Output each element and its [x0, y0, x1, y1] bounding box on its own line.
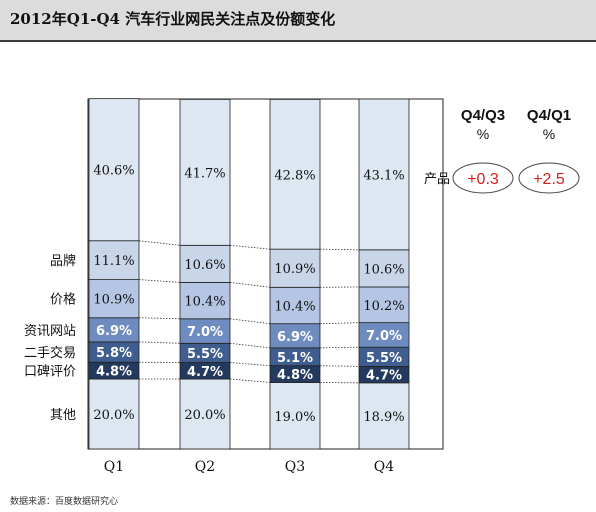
connector-line: [138, 240, 181, 246]
change-row-label: 产品: [424, 172, 450, 187]
row-label-3: 二手交易: [24, 345, 76, 361]
bar-segment-5-4: [358, 286, 410, 324]
bar-segment-7-2: [179, 98, 231, 246]
data-label-3-2: 5.5%: [187, 347, 223, 362]
data-label-6-2: 10.6%: [184, 258, 225, 273]
bar-segment-4-2: [179, 318, 231, 344]
title-bar: 2012年Q1-Q4 汽车行业网民关注点及份额变化: [0, 0, 596, 40]
data-label-4-2: 7.0%: [187, 325, 223, 340]
bar-segment-4-4: [358, 322, 410, 348]
data-label-5-4: 10.2%: [363, 299, 404, 314]
data-label-7-1: 40.6%: [93, 164, 134, 179]
change-header-1: Q4/Q3: [461, 107, 505, 124]
data-label-5-3: 10.4%: [274, 300, 315, 315]
connector-line: [138, 279, 181, 283]
change-value-2: +2.5: [533, 171, 565, 188]
row-label-1: 其他: [50, 408, 76, 423]
data-label-6-4: 10.6%: [363, 262, 404, 277]
change-header-2: Q4/Q1: [527, 107, 571, 124]
change-header-unit-2: %: [543, 126, 555, 142]
bar-segment-6-1: [88, 240, 140, 280]
data-label-6-3: 10.9%: [274, 262, 315, 277]
x-tick-label-3: Q3: [285, 459, 305, 475]
bar-segment-7-1: [88, 98, 140, 242]
data-label-5-1: 10.9%: [93, 293, 134, 308]
data-label-7-4: 43.1%: [363, 168, 404, 183]
connector-line: [229, 282, 271, 288]
bar-segment-7-4: [358, 98, 410, 251]
connector-line: [319, 248, 360, 251]
data-label-1-2: 20.0%: [184, 408, 225, 423]
bar-segment-1-4: [358, 382, 410, 450]
data-source-note: 数据来源：百度数据研究心: [10, 497, 119, 507]
connector-line: [229, 318, 271, 325]
row-label-4: 资讯网站: [24, 324, 76, 339]
data-label-2-4: 4.7%: [366, 369, 402, 384]
bar-segment-1-2: [179, 378, 231, 450]
connector-line: [319, 346, 360, 349]
data-label-2-2: 4.7%: [187, 365, 223, 380]
data-label-2-3: 4.8%: [277, 368, 313, 383]
connector-line: [229, 342, 271, 349]
data-label-7-2: 41.7%: [184, 166, 225, 181]
data-label-2-1: 4.8%: [96, 365, 132, 380]
row-label-5: 价格: [50, 292, 76, 308]
row-label-2: 口碑评价: [24, 364, 76, 380]
bar-segment-1-3: [269, 382, 321, 450]
title-divider: [0, 40, 596, 42]
data-label-7-3: 42.8%: [274, 168, 315, 183]
chart-title: 2012年Q1-Q4 汽车行业网民关注点及份额变化: [10, 10, 336, 28]
change-badge-1: [452, 162, 514, 194]
data-label-1-3: 19.0%: [274, 410, 315, 425]
connector-line: [138, 341, 181, 344]
bar-segment-7-3: [269, 98, 321, 250]
data-label-3-3: 5.1%: [277, 351, 313, 366]
x-tick-label-4: Q4: [374, 459, 394, 475]
plot-frame: [87, 98, 444, 450]
data-label-5-2: 10.4%: [184, 295, 225, 310]
bar-segment-4-1: [88, 317, 140, 343]
data-label-4-4: 7.0%: [366, 329, 402, 344]
data-label-4-1: 6.9%: [96, 324, 132, 339]
data-label-1-1: 20.0%: [93, 408, 134, 423]
bar-segment-6-2: [179, 244, 231, 283]
connector-line: [319, 365, 360, 367]
bar-segment-6-4: [358, 249, 410, 288]
row-label-6: 品牌: [50, 253, 76, 269]
x-tick-label-1: Q1: [104, 459, 124, 475]
data-label-1-4: 18.9%: [363, 410, 404, 425]
bar-segment-5-1: [88, 279, 140, 319]
change-header-unit-1: %: [477, 126, 489, 142]
data-label-6-1: 11.1%: [93, 254, 134, 269]
connector-line: [138, 317, 181, 320]
connector-line: [229, 244, 271, 250]
change-badge-2: [518, 162, 580, 194]
connector-line: [319, 322, 360, 325]
change-value-1: +0.3: [467, 171, 499, 188]
data-label-4-3: 6.9%: [277, 330, 313, 345]
bar-segment-5-2: [179, 281, 231, 320]
x-tick-label-2: Q2: [195, 459, 215, 475]
connector-line: [229, 362, 271, 367]
connector-line: [229, 378, 271, 383]
data-label-3-1: 5.8%: [96, 346, 132, 361]
data-label-3-4: 5.5%: [366, 351, 402, 366]
bar-segment-5-3: [269, 286, 321, 325]
